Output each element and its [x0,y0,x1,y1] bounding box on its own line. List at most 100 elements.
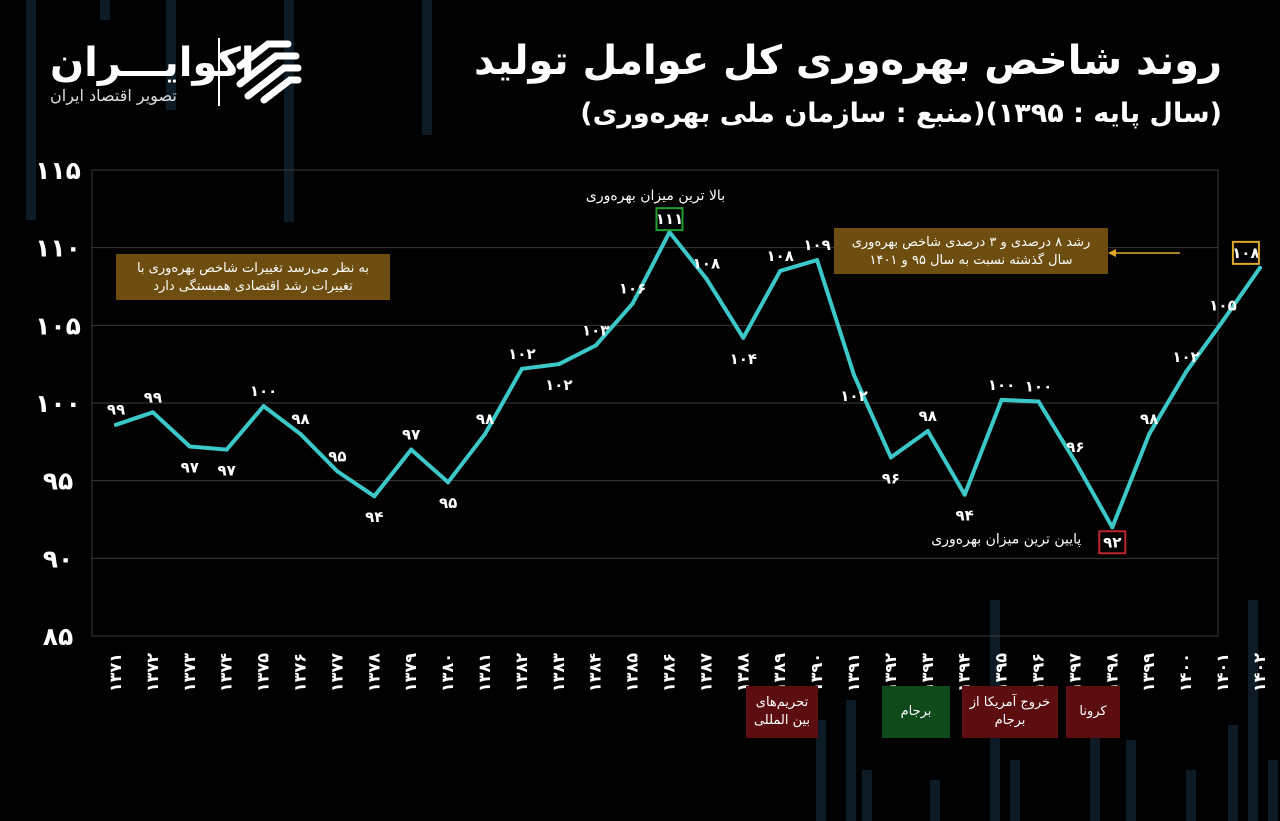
data-point [815,258,820,263]
bg-bar-3 [284,0,294,222]
arrow-head [1108,249,1116,257]
bg-bar-14 [1268,760,1278,821]
x-tick-label: ۱۳۷۱ [106,653,125,692]
x-tick-label: ۱۳۹۶ [1029,653,1048,692]
data-label: ۹۴ [956,507,974,525]
data-label: ۹۸ [291,410,309,428]
data-label: ۹۷ [402,426,420,444]
data-label: ۱۰۰ [988,376,1015,394]
data-label: ۹۷ [181,458,199,476]
data-point [1073,460,1078,465]
x-tick-label: ۱۳۹۹ [1139,653,1158,692]
data-point [741,335,746,340]
data-point [1036,399,1041,404]
x-tick-label: ۱۳۷۲ [143,653,162,692]
data-label: ۱۰۴ [730,350,757,368]
bg-bar-12 [1186,770,1196,821]
data-label: ۱۰۲ [508,345,535,363]
data-label: ۱۰۰ [250,382,277,400]
logo-name: اکوایـــران [50,40,255,86]
bg-bar-4 [422,0,432,135]
y-tick-label: ۹۵ [43,467,74,496]
data-point [483,432,487,437]
data-label: ۱۰۶ [619,280,646,298]
data-point [372,494,377,499]
data-label: ۹۹ [144,388,162,406]
data-point [446,480,451,485]
logo-divider [218,38,220,106]
data-point [630,301,635,306]
data-label: ۹۴ [365,508,383,526]
data-label: ۹۷ [218,462,236,480]
x-tick-label: ۱۳۸۶ [660,653,679,692]
x-tick-label: ۱۳۷۳ [180,653,199,692]
highlight-box [1098,530,1127,555]
data-point [852,373,856,378]
data-label: ۱۰۲ [1172,348,1199,366]
min-annotation: پایین ترین میزان بهره‌وری [931,531,1081,547]
event-jcpoa: برجام [882,686,950,738]
chart-subtitle: (سال پایه : ۱۳۹۵)(منبع : سازمان ملی بهره… [580,98,1222,129]
bg-bar-6 [1248,600,1258,821]
data-point [1221,318,1225,323]
x-tick-label: ۱۳۸۲ [512,653,531,692]
data-point [999,397,1004,402]
bg-bar-7 [816,720,826,821]
data-label: ۹۸ [476,410,494,428]
data-label: ۹۵ [328,447,346,465]
logo-icon [236,40,302,104]
data-label: ۱۰۸ [693,255,720,273]
data-label: ۹۶ [1066,438,1084,456]
data-point [261,404,266,409]
max-annotation: بالا ترین میزان بهره‌وری [586,188,725,204]
y-tick-label: ۸۵ [43,622,74,651]
y-tick-label: ۱۰۵ [35,311,81,340]
x-tick-label: ۱۴۰۱ [1213,653,1232,692]
data-label: ۹۸ [1140,410,1158,428]
y-tick-label: ۱۱۵ [35,156,81,185]
data-point [778,268,783,273]
x-tick-label: ۱۳۹۵ [992,653,1011,692]
x-tick-label: ۱۳۷۵ [254,653,273,692]
logo-tagline: تصویر اقتصاد ایران [50,86,177,105]
x-tick-label: ۱۳۷۶ [291,653,310,692]
event-corona: کرونا [1066,686,1120,738]
x-tick-label: ۱۳۹۸ [1102,653,1121,692]
data-point [962,492,967,497]
data-label: ۱۱۱ [656,210,683,228]
data-point [888,455,893,460]
y-tick-label: ۱۰۰ [35,389,81,418]
x-tick-label: ۱۳۹۱ [844,653,863,692]
data-point [1257,265,1262,270]
x-tick-label: ۱۳۸۰ [438,653,457,692]
bg-bar-15 [862,770,872,821]
data-label: ۹۶ [882,469,900,487]
y-tick-label: ۱۱۰ [35,234,81,263]
growth-note: رشد ۸ درصدی و ۳ درصدی شاخص بهره‌وری سال … [834,228,1108,274]
bg-bar-10 [1090,730,1100,821]
data-point [556,362,561,367]
data-label: ۱۰۹ [803,236,830,254]
chart-title: روند شاخص بهره‌وری کل عوامل تولید [474,38,1222,84]
series-line [114,230,1262,530]
data-point [1110,525,1115,530]
x-tick-label: ۱۳۷۹ [401,653,420,692]
x-tick-label: ۱۳۹۴ [955,653,974,692]
x-tick-label: ۱۳۸۸ [733,653,752,692]
x-tick-label: ۱۳۸۷ [696,653,715,692]
data-point [519,366,524,371]
data-label: ۱۰۳ [582,322,609,340]
data-label: ۱۰۲ [545,376,572,394]
x-tick-label: ۱۳۷۸ [364,653,383,692]
bg-bar-8 [846,700,856,821]
data-label: ۱۰۸ [766,247,793,265]
data-label: ۹۸ [919,407,937,425]
y-tick-label: ۹۰ [43,544,74,573]
data-point [114,422,118,427]
data-point [704,276,709,281]
x-tick-label: ۱۳۸۳ [549,653,568,692]
x-tick-label: ۱۳۷۷ [327,653,346,692]
bg-bar-13 [1228,725,1238,821]
